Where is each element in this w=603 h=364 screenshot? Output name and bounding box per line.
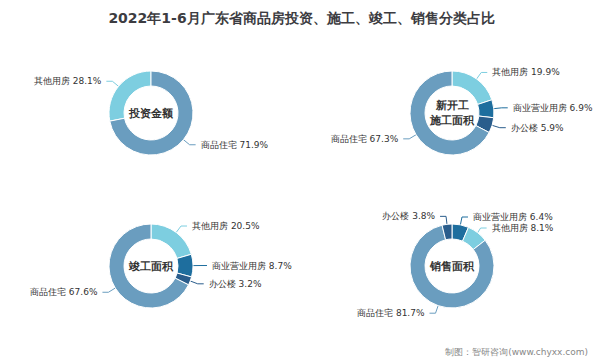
svg-text:商业营业用房 6.4%: 商业营业用房 6.4% — [473, 212, 553, 222]
svg-text:商品住宅 81.7%: 商品住宅 81.7% — [357, 308, 425, 318]
svg-text:施工面积: 施工面积 — [429, 114, 475, 127]
svg-text:商业营业用房 6.9%: 商业营业用房 6.9% — [513, 103, 593, 113]
svg-text:新开工: 新开工 — [435, 99, 469, 112]
svg-text:商品住宅 71.9%: 商品住宅 71.9% — [201, 140, 269, 150]
svg-text:其他用房 19.9%: 其他用房 19.9% — [492, 67, 560, 77]
svg-text:办公楼 3.8%: 办公楼 3.8% — [382, 211, 435, 221]
svg-text:办公楼 3.2%: 办公楼 3.2% — [209, 279, 262, 289]
svg-text:制图：智研咨询(www.chyxx.com): 制图：智研咨询(www.chyxx.com) — [445, 347, 588, 357]
svg-text:销售面积: 销售面积 — [429, 260, 475, 273]
svg-text:其他用房 28.1%: 其他用房 28.1% — [34, 76, 102, 86]
svg-text:商业营业用房 8.7%: 商业营业用房 8.7% — [212, 261, 292, 271]
svg-text:其他用房 8.1%: 其他用房 8.1% — [492, 223, 554, 233]
svg-text:商品住宅 67.6%: 商品住宅 67.6% — [30, 287, 98, 297]
svg-text:商品住宅 67.3%: 商品住宅 67.3% — [331, 134, 399, 144]
svg-text:2022年1-6月广东省商品房投资、施工、竣工、销售分类占比: 2022年1-6月广东省商品房投资、施工、竣工、销售分类占比 — [108, 10, 494, 26]
svg-text:办公楼 5.9%: 办公楼 5.9% — [511, 123, 564, 133]
svg-text:其他用房 20.5%: 其他用房 20.5% — [192, 221, 260, 231]
svg-text:投资金额: 投资金额 — [128, 107, 174, 120]
svg-text:竣工面积: 竣工面积 — [128, 260, 174, 273]
